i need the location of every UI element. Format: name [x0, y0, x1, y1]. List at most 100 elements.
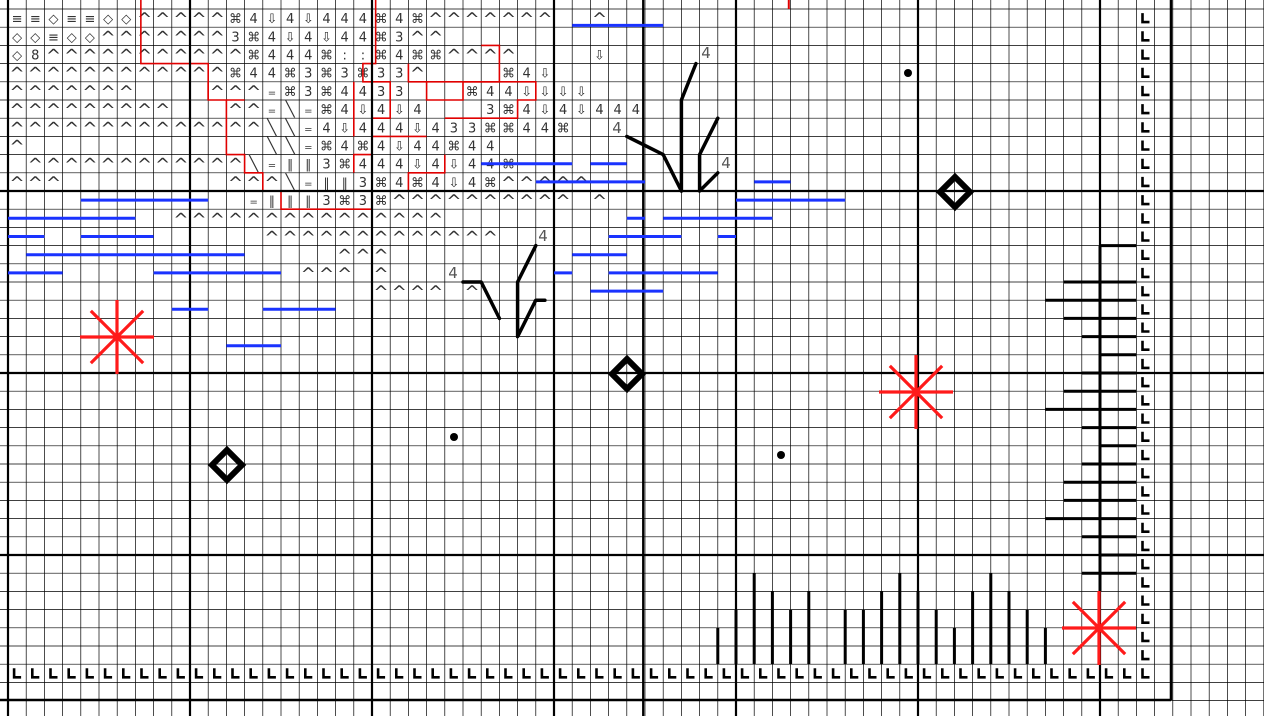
pattern-symbol: ^	[192, 64, 207, 85]
pattern-symbol: ^	[64, 155, 79, 176]
pattern-symbol: ^	[428, 27, 443, 48]
pattern-symbol: ^	[173, 155, 188, 176]
pattern-symbol: ^	[155, 64, 170, 85]
border-symbol	[249, 668, 258, 679]
border-symbol	[704, 668, 713, 679]
pattern-symbol: ≡	[30, 12, 41, 27]
pattern-symbol: ⌘	[247, 49, 260, 64]
pattern-symbol: ^	[465, 228, 480, 249]
border-symbol	[85, 668, 94, 679]
pattern-symbol: ⌘	[375, 49, 388, 64]
border-symbol	[1141, 395, 1150, 406]
star-ray	[888, 364, 944, 420]
pattern-symbol: ≡	[66, 12, 77, 27]
black-backstitch	[625, 134, 684, 193]
border-symbol	[1141, 631, 1150, 643]
pattern-symbol: ^	[173, 209, 188, 230]
pattern-symbol: 3	[395, 85, 403, 100]
red-outline-layer	[140, 0, 790, 210]
pattern-symbol: ^	[428, 191, 443, 212]
pattern-symbol: ^	[173, 46, 188, 67]
pattern-symbol: ^	[137, 100, 152, 121]
pattern-symbol: ^	[210, 118, 225, 139]
pattern-symbol: ⇩	[266, 12, 277, 27]
border-symbol	[1141, 176, 1150, 188]
pattern-symbol: ^	[228, 46, 243, 67]
pattern-symbol: ⇩	[558, 85, 569, 100]
pattern-symbol: ⌘	[356, 140, 369, 155]
pattern-symbol: ⌘	[320, 103, 333, 118]
stitch-number-label: 4	[538, 227, 548, 245]
pattern-symbol: ⌘	[411, 176, 424, 191]
pattern-symbol: ◇	[12, 49, 22, 64]
black-backstitch	[679, 61, 698, 193]
pattern-symbol: ^	[210, 27, 225, 48]
pattern-symbol: ^	[119, 155, 134, 176]
pattern-symbol: ^	[446, 191, 461, 212]
pattern-symbol: ^	[82, 155, 97, 176]
pattern-symbol: ^	[46, 173, 61, 194]
pattern-symbol: ^	[210, 209, 225, 230]
pattern-symbol: ⌘	[375, 12, 388, 27]
pattern-symbol: ^	[192, 46, 207, 67]
pattern-symbol: ⌘	[466, 85, 479, 100]
pattern-symbol: ^	[10, 82, 25, 103]
pattern-symbol: ^	[82, 64, 97, 85]
border-symbol	[103, 668, 113, 679]
pattern-symbol: =	[268, 88, 276, 99]
pattern-symbol: ^	[410, 209, 425, 230]
pattern-symbol: ⇩	[412, 121, 423, 136]
border-symbol	[1141, 650, 1150, 661]
border-symbol	[1013, 668, 1023, 679]
pattern-symbol: ‖	[342, 176, 348, 190]
border-symbol	[1068, 668, 1077, 679]
border-symbol	[12, 668, 22, 679]
pattern-symbol: ^	[28, 100, 43, 121]
border-symbol	[777, 668, 786, 679]
pattern-symbol: ^	[355, 209, 370, 230]
pattern-symbol: 4	[395, 49, 403, 64]
pattern-symbol: ⌘	[320, 140, 333, 155]
pattern-symbol: ⌘	[229, 67, 242, 82]
pattern-symbol: ^	[137, 64, 152, 85]
pattern-symbol: ‖	[287, 194, 293, 208]
border-symbol	[759, 668, 768, 679]
pattern-symbol: 3	[322, 194, 330, 209]
pattern-symbol: ^	[210, 46, 225, 67]
pattern-symbol: ^	[10, 173, 25, 194]
border-symbol	[213, 668, 222, 679]
diamond-stitch	[935, 172, 975, 212]
pattern-symbol: ^	[46, 82, 61, 103]
pattern-symbol: ^	[428, 9, 443, 30]
border-symbol	[376, 668, 386, 679]
pattern-symbol: ^	[410, 64, 425, 85]
pattern-symbol: ^	[446, 46, 461, 67]
pattern-symbol: ^	[64, 118, 79, 139]
pattern-symbol: ⇩	[576, 85, 587, 100]
pattern-symbol: 3	[322, 158, 330, 173]
pattern-symbol: ^	[501, 9, 516, 30]
border-symbol	[941, 668, 950, 679]
black-backstitch	[461, 280, 502, 321]
border-symbol	[1141, 13, 1150, 24]
pattern-symbol: 4	[359, 12, 367, 27]
pattern-symbol: ^	[465, 9, 480, 30]
pattern-symbol: ⇩	[357, 103, 368, 118]
pattern-symbol: ^	[101, 46, 116, 67]
pattern-symbol: 3	[359, 194, 367, 209]
border-symbol	[1032, 668, 1041, 679]
pattern-symbol: ^	[537, 191, 552, 212]
pattern-symbol: ⌘	[229, 12, 242, 27]
pattern-symbol: ^	[465, 191, 480, 212]
pattern-symbol: ^	[155, 46, 170, 67]
red-star	[1062, 591, 1136, 665]
pattern-symbol: ^	[483, 228, 498, 249]
border-symbol	[558, 668, 568, 679]
pattern-symbol: :	[343, 49, 347, 64]
border-symbol	[1141, 613, 1150, 624]
pattern-symbol: 4	[432, 176, 440, 191]
pattern-symbol: ^	[192, 155, 207, 176]
pattern-symbol: ^	[410, 191, 425, 212]
border-symbol	[740, 668, 750, 679]
pattern-symbol: 4	[432, 158, 440, 173]
